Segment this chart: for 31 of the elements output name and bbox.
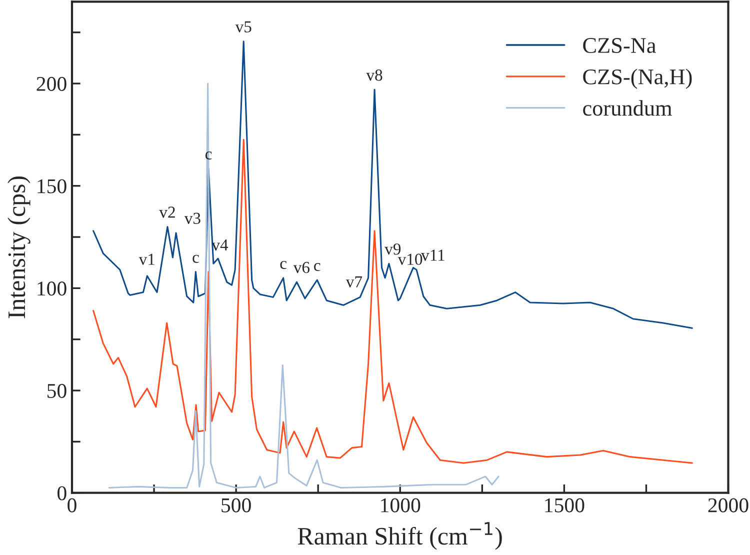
annotation: v1 xyxy=(138,254,154,265)
annotation: v6 xyxy=(293,262,310,274)
annotation: v2 xyxy=(159,206,175,218)
x-axis-title: Raman Shift (cm$^{−1}$) xyxy=(298,522,502,550)
y-tick-label: 50 xyxy=(48,384,66,398)
x-tick-label: 1500 xyxy=(545,498,584,512)
y-tick-label: 150 xyxy=(38,179,66,194)
line-series xyxy=(92,138,693,464)
x-tick-label: 1000 xyxy=(381,498,420,512)
annotation: v3 xyxy=(184,212,200,224)
annotation: c xyxy=(192,254,199,263)
annotation: c xyxy=(314,263,320,272)
y-tick-label: 100 xyxy=(38,282,66,296)
annotation: v9 xyxy=(384,243,401,255)
x-tick-label: 2000 xyxy=(708,498,748,512)
legend-label: CZS-Na xyxy=(583,38,656,53)
y-axis-title: Intensity (cps) xyxy=(8,176,30,318)
y-tick-label: 200 xyxy=(36,76,66,91)
y-tick-label: 0 xyxy=(58,486,66,500)
annotation: v7 xyxy=(346,276,362,288)
annotation: v10 xyxy=(398,254,422,265)
annotation: v5 xyxy=(235,21,252,32)
x-tick-label: 500 xyxy=(222,498,251,512)
line-series xyxy=(108,82,500,488)
annotation: c xyxy=(205,152,212,160)
legend-label: CZS-(Na,H) xyxy=(583,68,692,89)
legend-label: corundum xyxy=(583,100,672,116)
annotation: c xyxy=(280,260,286,270)
x-tick-label: 0 xyxy=(68,498,76,512)
annotation: v11 xyxy=(421,250,444,261)
annotation: v8 xyxy=(366,69,382,81)
